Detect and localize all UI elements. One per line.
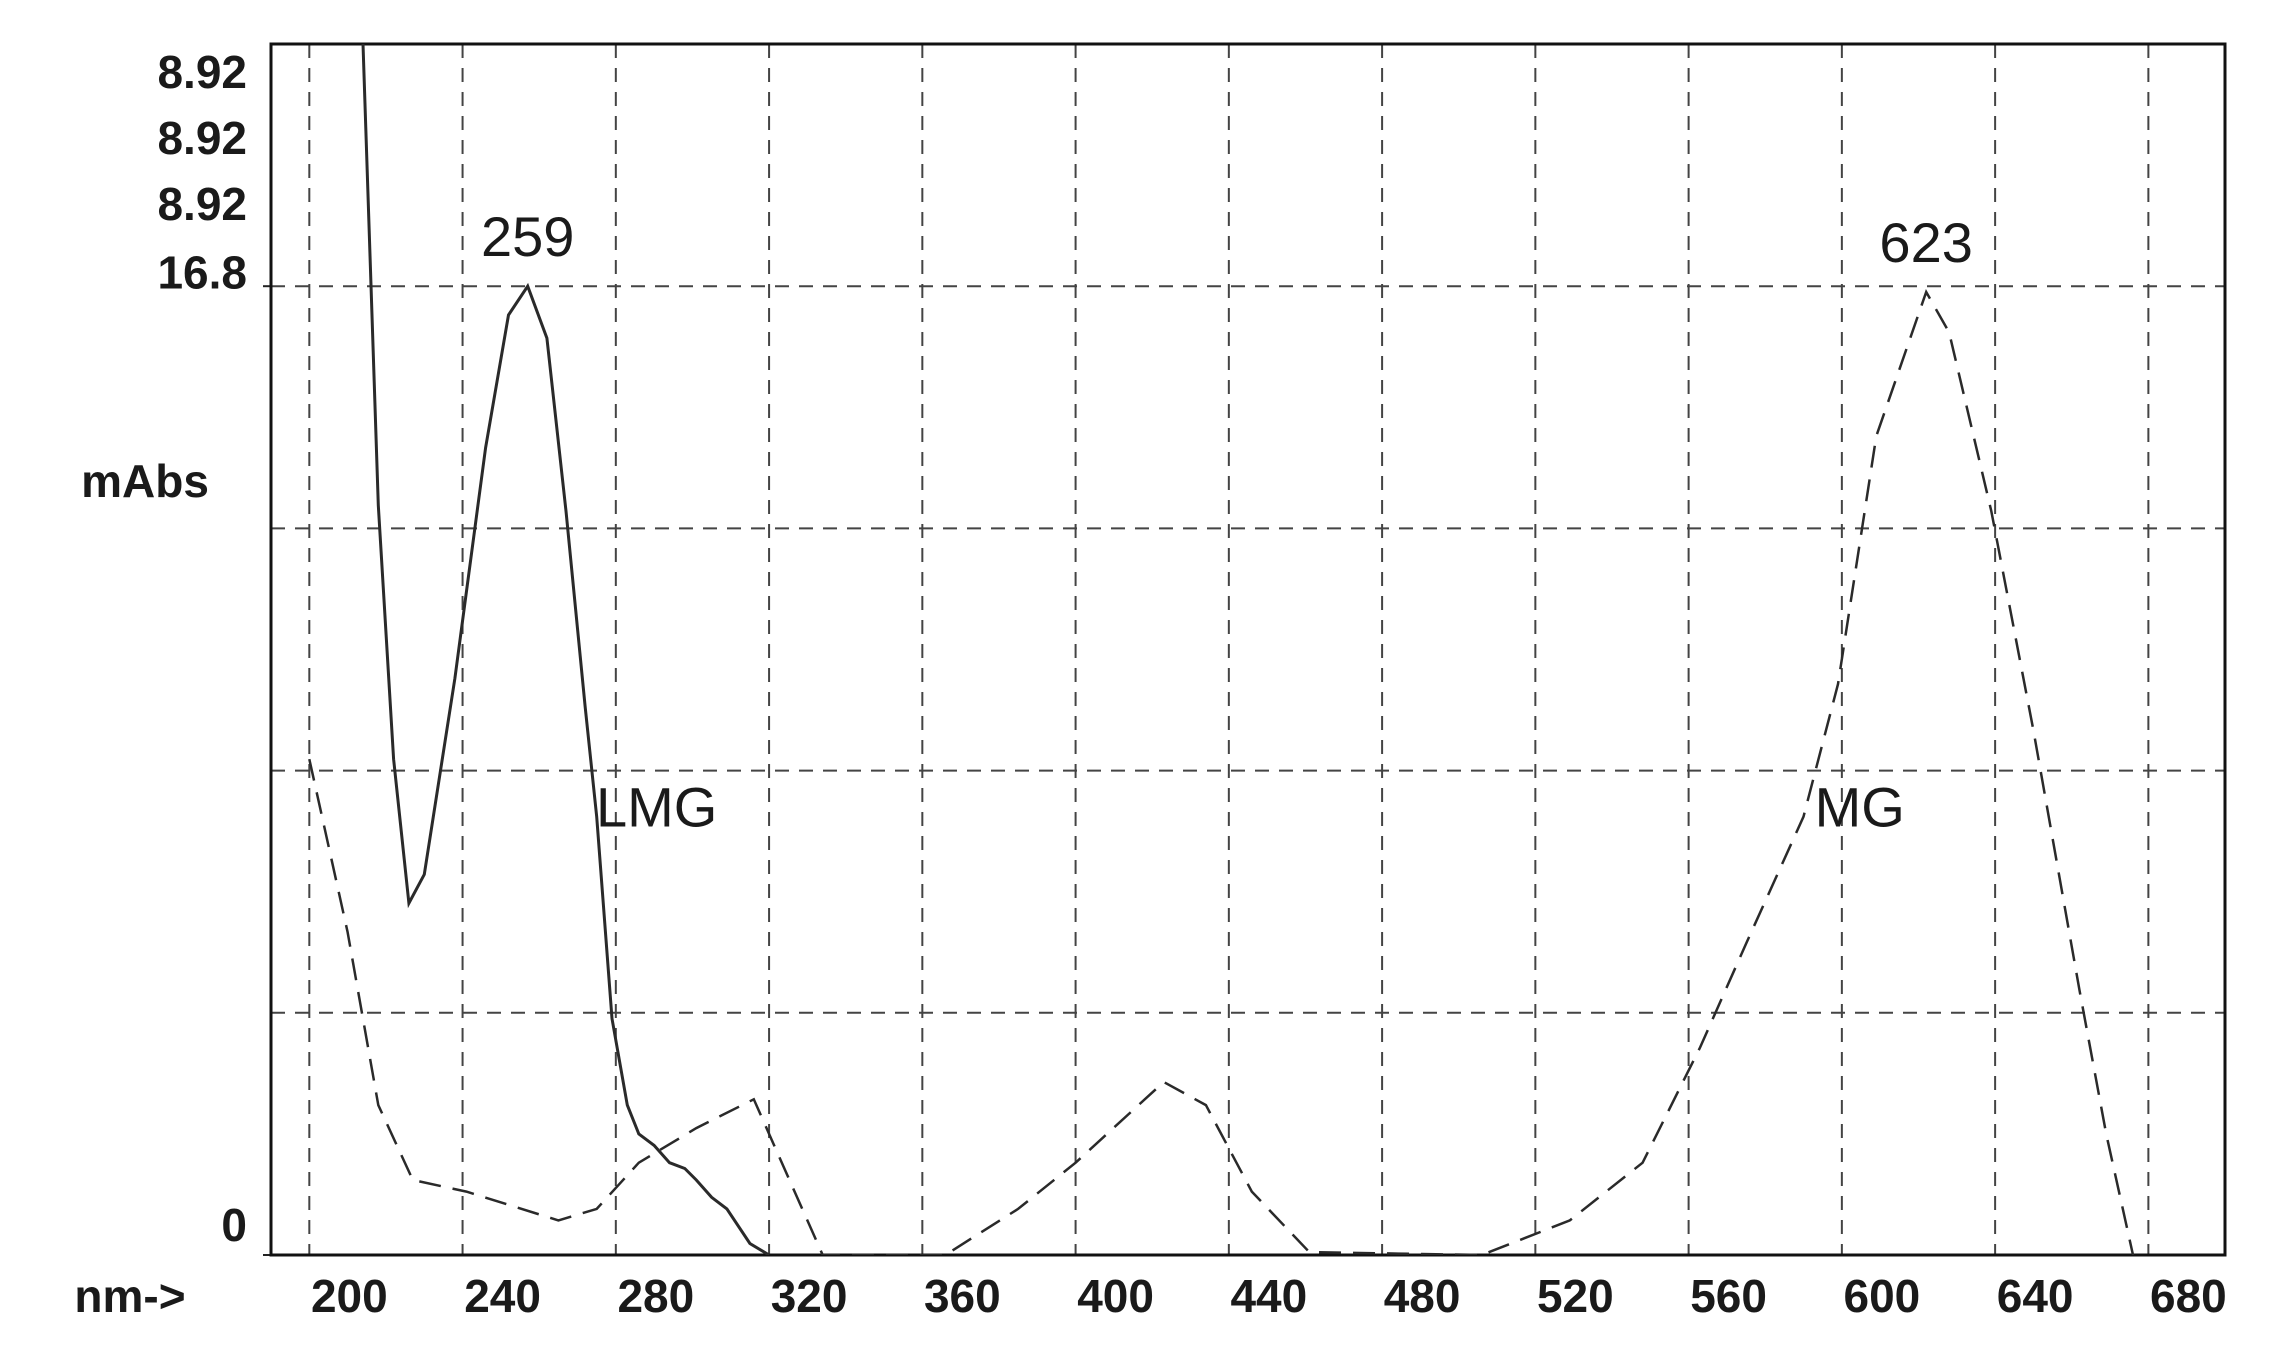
y-tick-label: 16.8 <box>157 246 247 298</box>
annotation: LMG <box>596 776 717 839</box>
x-tick-label: 440 <box>1230 1270 1307 1322</box>
x-tick-label: 400 <box>1077 1270 1154 1322</box>
x-axis-label: nm-> <box>74 1270 185 1322</box>
x-tick-label: 280 <box>617 1270 694 1322</box>
x-tick-label: 600 <box>1843 1270 1920 1322</box>
scale-label: 8.92 <box>157 46 247 98</box>
x-tick-label: 640 <box>1997 1270 2074 1322</box>
x-tick-label: 520 <box>1537 1270 1614 1322</box>
x-tick-label: 240 <box>464 1270 541 1322</box>
series-line <box>308 288 2135 1255</box>
y-axis-label: mAbs <box>81 455 209 507</box>
x-tick-label: 480 <box>1384 1270 1461 1322</box>
scale-label: 8.92 <box>157 178 247 230</box>
series-line <box>361 44 770 1255</box>
y-tick-label: 0 <box>221 1199 247 1251</box>
x-tick-label: 200 <box>311 1270 388 1322</box>
annotation: 259 <box>481 205 574 268</box>
scale-label: 8.92 <box>157 112 247 164</box>
annotation: 623 <box>1879 211 1972 274</box>
x-tick-label: 680 <box>2150 1270 2227 1322</box>
x-tick-label: 560 <box>1690 1270 1767 1322</box>
x-tick-label: 360 <box>924 1270 1001 1322</box>
x-tick-label: 320 <box>771 1270 848 1322</box>
plot-frame <box>269 42 2227 1257</box>
annotation: MG <box>1815 776 1905 839</box>
